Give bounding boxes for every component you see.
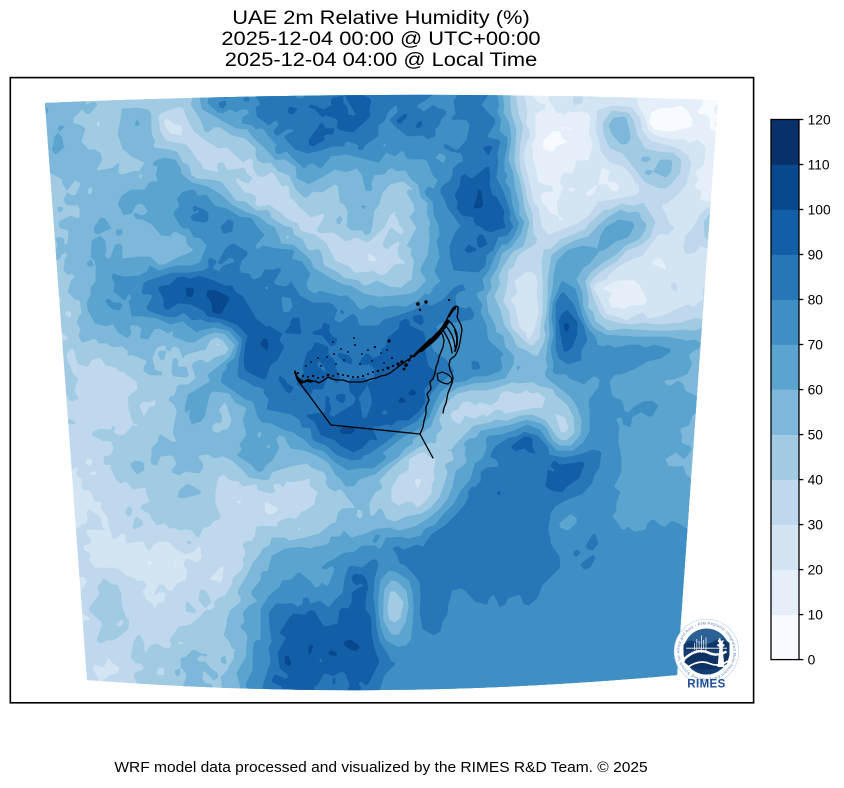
svg-text:40: 40 (808, 472, 824, 487)
svg-text:70: 70 (808, 337, 824, 352)
svg-text:50: 50 (808, 427, 824, 442)
svg-text:110: 110 (808, 157, 830, 172)
svg-text:100: 100 (808, 202, 831, 217)
svg-text:RIMES: RIMES (687, 679, 725, 691)
svg-text:30: 30 (808, 517, 824, 532)
svg-text:0: 0 (808, 652, 816, 667)
svg-text:60: 60 (808, 382, 824, 397)
svg-text:120: 120 (808, 112, 831, 127)
svg-text:20: 20 (808, 562, 824, 577)
svg-text:90: 90 (808, 247, 824, 262)
svg-text:80: 80 (808, 292, 824, 307)
svg-text:10: 10 (808, 607, 824, 622)
